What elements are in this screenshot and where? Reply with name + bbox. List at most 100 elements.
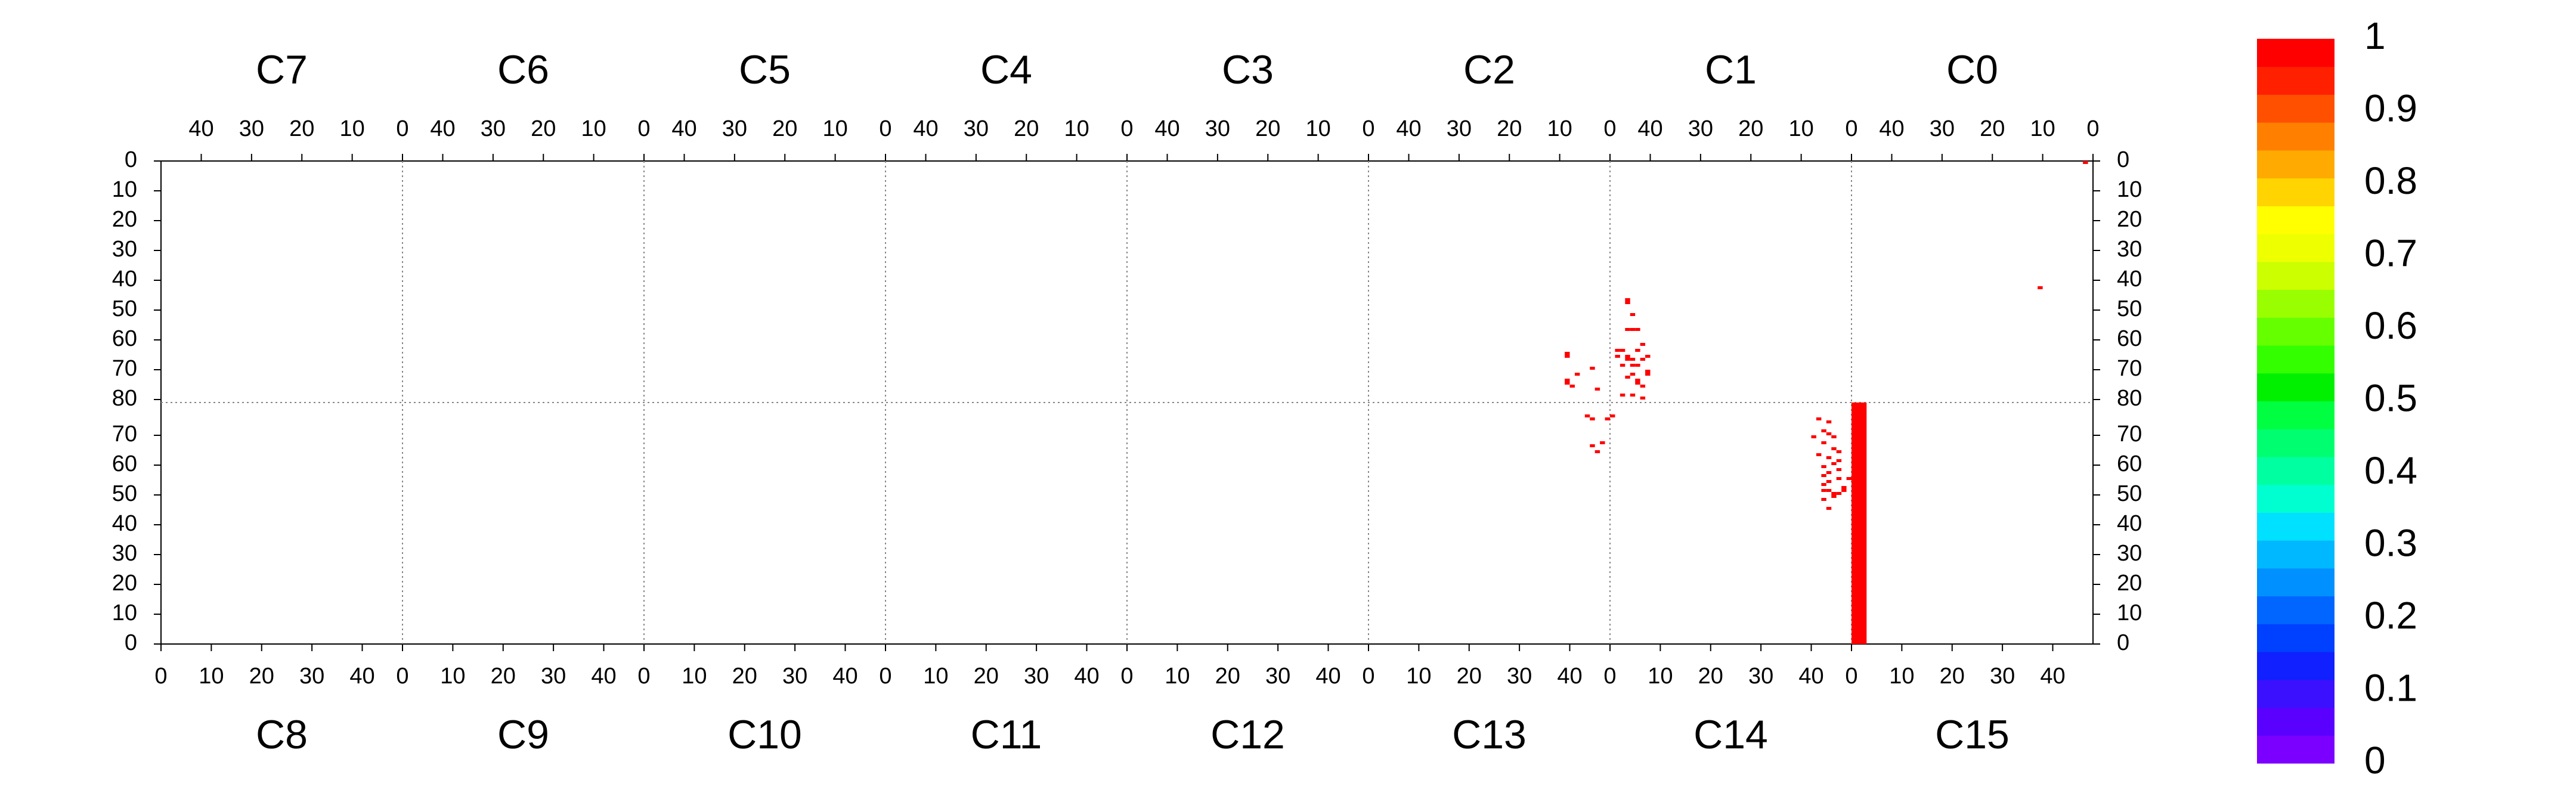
- y-tick-label-left: 40: [112, 511, 137, 536]
- heatmap-cell: [1826, 432, 1832, 435]
- y-tick-label-left: 70: [112, 422, 137, 447]
- heatmap-cell: [1821, 441, 1826, 444]
- y-tick-label-left: 0: [125, 147, 137, 172]
- bottom-tick-label: 40: [349, 664, 374, 689]
- colorbar-segment: [2257, 122, 2334, 151]
- top-tick-label: 30: [964, 116, 989, 141]
- y-tick-label-right: 60: [2117, 451, 2142, 476]
- bottom-tick-label: 0: [1603, 664, 1616, 689]
- y-tick-label-right: 70: [2117, 356, 2142, 381]
- y-tick-label-right: 30: [2117, 541, 2142, 566]
- heatmap-cell: [1625, 328, 1630, 331]
- top-tick-label: 20: [1497, 116, 1522, 141]
- bottom-tick-label: 10: [682, 664, 707, 689]
- panel-label-bottom: C14: [1693, 712, 1768, 757]
- colorbar-segment: [2257, 150, 2334, 179]
- heatmap-cell: [1821, 498, 1826, 501]
- heatmap-cell: [1821, 489, 1826, 492]
- colorbar-segment: [2257, 679, 2334, 708]
- y-tick-label-left: 10: [112, 600, 137, 626]
- heatmap-cell: [1645, 373, 1651, 376]
- top-tick-label: 20: [531, 116, 556, 141]
- heatmap-cell: [1821, 465, 1826, 468]
- bottom-tick-label: 30: [782, 664, 807, 689]
- top-tick-label: 20: [772, 116, 797, 141]
- y-tick-label-left: 60: [112, 326, 137, 351]
- heatmap-cell: [1635, 349, 1640, 352]
- bottom-tick-label: 30: [1990, 664, 2015, 689]
- colorbar-segment: [2257, 512, 2334, 541]
- colorbar-segment: [2257, 456, 2334, 485]
- y-tick-label-right: 10: [2117, 177, 2142, 202]
- bottom-tick-label: 40: [832, 664, 857, 689]
- top-tick-label: 10: [1547, 116, 1572, 141]
- top-tick-label: 40: [430, 116, 455, 141]
- heatmap-cell: [1630, 364, 1636, 367]
- colorbar-segment: [2257, 234, 2334, 262]
- y-tick-label-left: 10: [112, 177, 137, 202]
- colorbar-tick-label: 0.7: [2364, 231, 2417, 274]
- bottom-tick-label: 20: [491, 664, 516, 689]
- heatmap-cell: [1826, 489, 1832, 492]
- panel-label-top: C7: [256, 47, 308, 92]
- heatmap-cell: [1625, 355, 1630, 358]
- heatmap-cell: [1565, 382, 1570, 385]
- colorbar-segment: [2257, 624, 2334, 652]
- heatmap-cell: [1615, 355, 1620, 358]
- top-tick-label: 20: [1738, 116, 1763, 141]
- bottom-tick-label: 40: [2040, 664, 2065, 689]
- y-tick-label-right: 80: [2117, 386, 2142, 411]
- heatmap-cell: [1615, 349, 1620, 352]
- heatmap-cell: [1625, 376, 1630, 379]
- heatmap-cell: [1841, 486, 1847, 489]
- heatmap-cell: [1816, 417, 1822, 420]
- heatmap-cell: [1635, 382, 1640, 385]
- y-tick-label-left: 40: [112, 267, 137, 292]
- top-tick-label: 30: [1688, 116, 1713, 141]
- heatmap-cell: [2038, 286, 2043, 289]
- bottom-tick-label: 40: [1557, 664, 1582, 689]
- y-tick-label-left: 80: [112, 386, 137, 411]
- top-tick-label: 0: [1362, 116, 1374, 141]
- heatmap-cell: [1811, 435, 1816, 438]
- top-tick-label: 40: [1396, 116, 1421, 141]
- y-tick-label-left: 20: [112, 207, 137, 232]
- top-tick-label: 10: [2030, 116, 2055, 141]
- heatmap-cell: [1821, 483, 1826, 486]
- heatmap-cell: [1565, 355, 1570, 358]
- heatmap-cell: [1625, 298, 1630, 301]
- panel-label-top: C4: [980, 47, 1032, 92]
- heatmap-cell: [1590, 417, 1595, 420]
- heatmap-cell: [1630, 328, 1636, 331]
- top-tick-label: 0: [1603, 116, 1616, 141]
- top-tick-label: 20: [289, 116, 314, 141]
- heatmap-cell: [1590, 444, 1595, 447]
- bottom-tick-label: 30: [299, 664, 324, 689]
- bottom-tick-label: 40: [591, 664, 616, 689]
- panel-label-bottom: C11: [971, 712, 1042, 757]
- colorbar-segment: [2257, 373, 2334, 401]
- colorbar-segment: [2257, 317, 2334, 346]
- heatmap-cell: [1826, 480, 1832, 483]
- top-tick-label: 40: [1879, 116, 1904, 141]
- heatmap-cell: [1846, 477, 1852, 480]
- y-tick-label-right: 10: [2117, 600, 2142, 626]
- y-tick-label-left: 60: [112, 451, 137, 476]
- cells-layer: [1565, 161, 2088, 644]
- y-tick-label-right: 60: [2117, 326, 2142, 351]
- axes-layer: 40 30 20 10 0 0 10 20 30 40 40 30 20 10 0 0 10 20 30 40 40 30…: [112, 116, 2142, 689]
- heatmap-cell: [1821, 429, 1826, 432]
- heatmap-cell: [1836, 477, 1842, 480]
- bottom-tick-label: 0: [1845, 664, 1857, 689]
- y-tick-label-right: 20: [2117, 571, 2142, 596]
- y-tick-label-left: 30: [112, 237, 137, 262]
- heatmap-cell: [1594, 450, 1600, 453]
- heatmap-cell: [1590, 367, 1595, 370]
- heatmap-cell: [1630, 394, 1636, 397]
- heatmap-cell: [1569, 385, 1575, 388]
- heatmap-cell: [1831, 462, 1837, 465]
- colorbar-tick-label: 0.9: [2364, 86, 2417, 129]
- y-tick-label-right: 70: [2117, 422, 2142, 447]
- heatmap-cell: [1640, 343, 1646, 346]
- y-tick-label-left: 50: [112, 296, 137, 321]
